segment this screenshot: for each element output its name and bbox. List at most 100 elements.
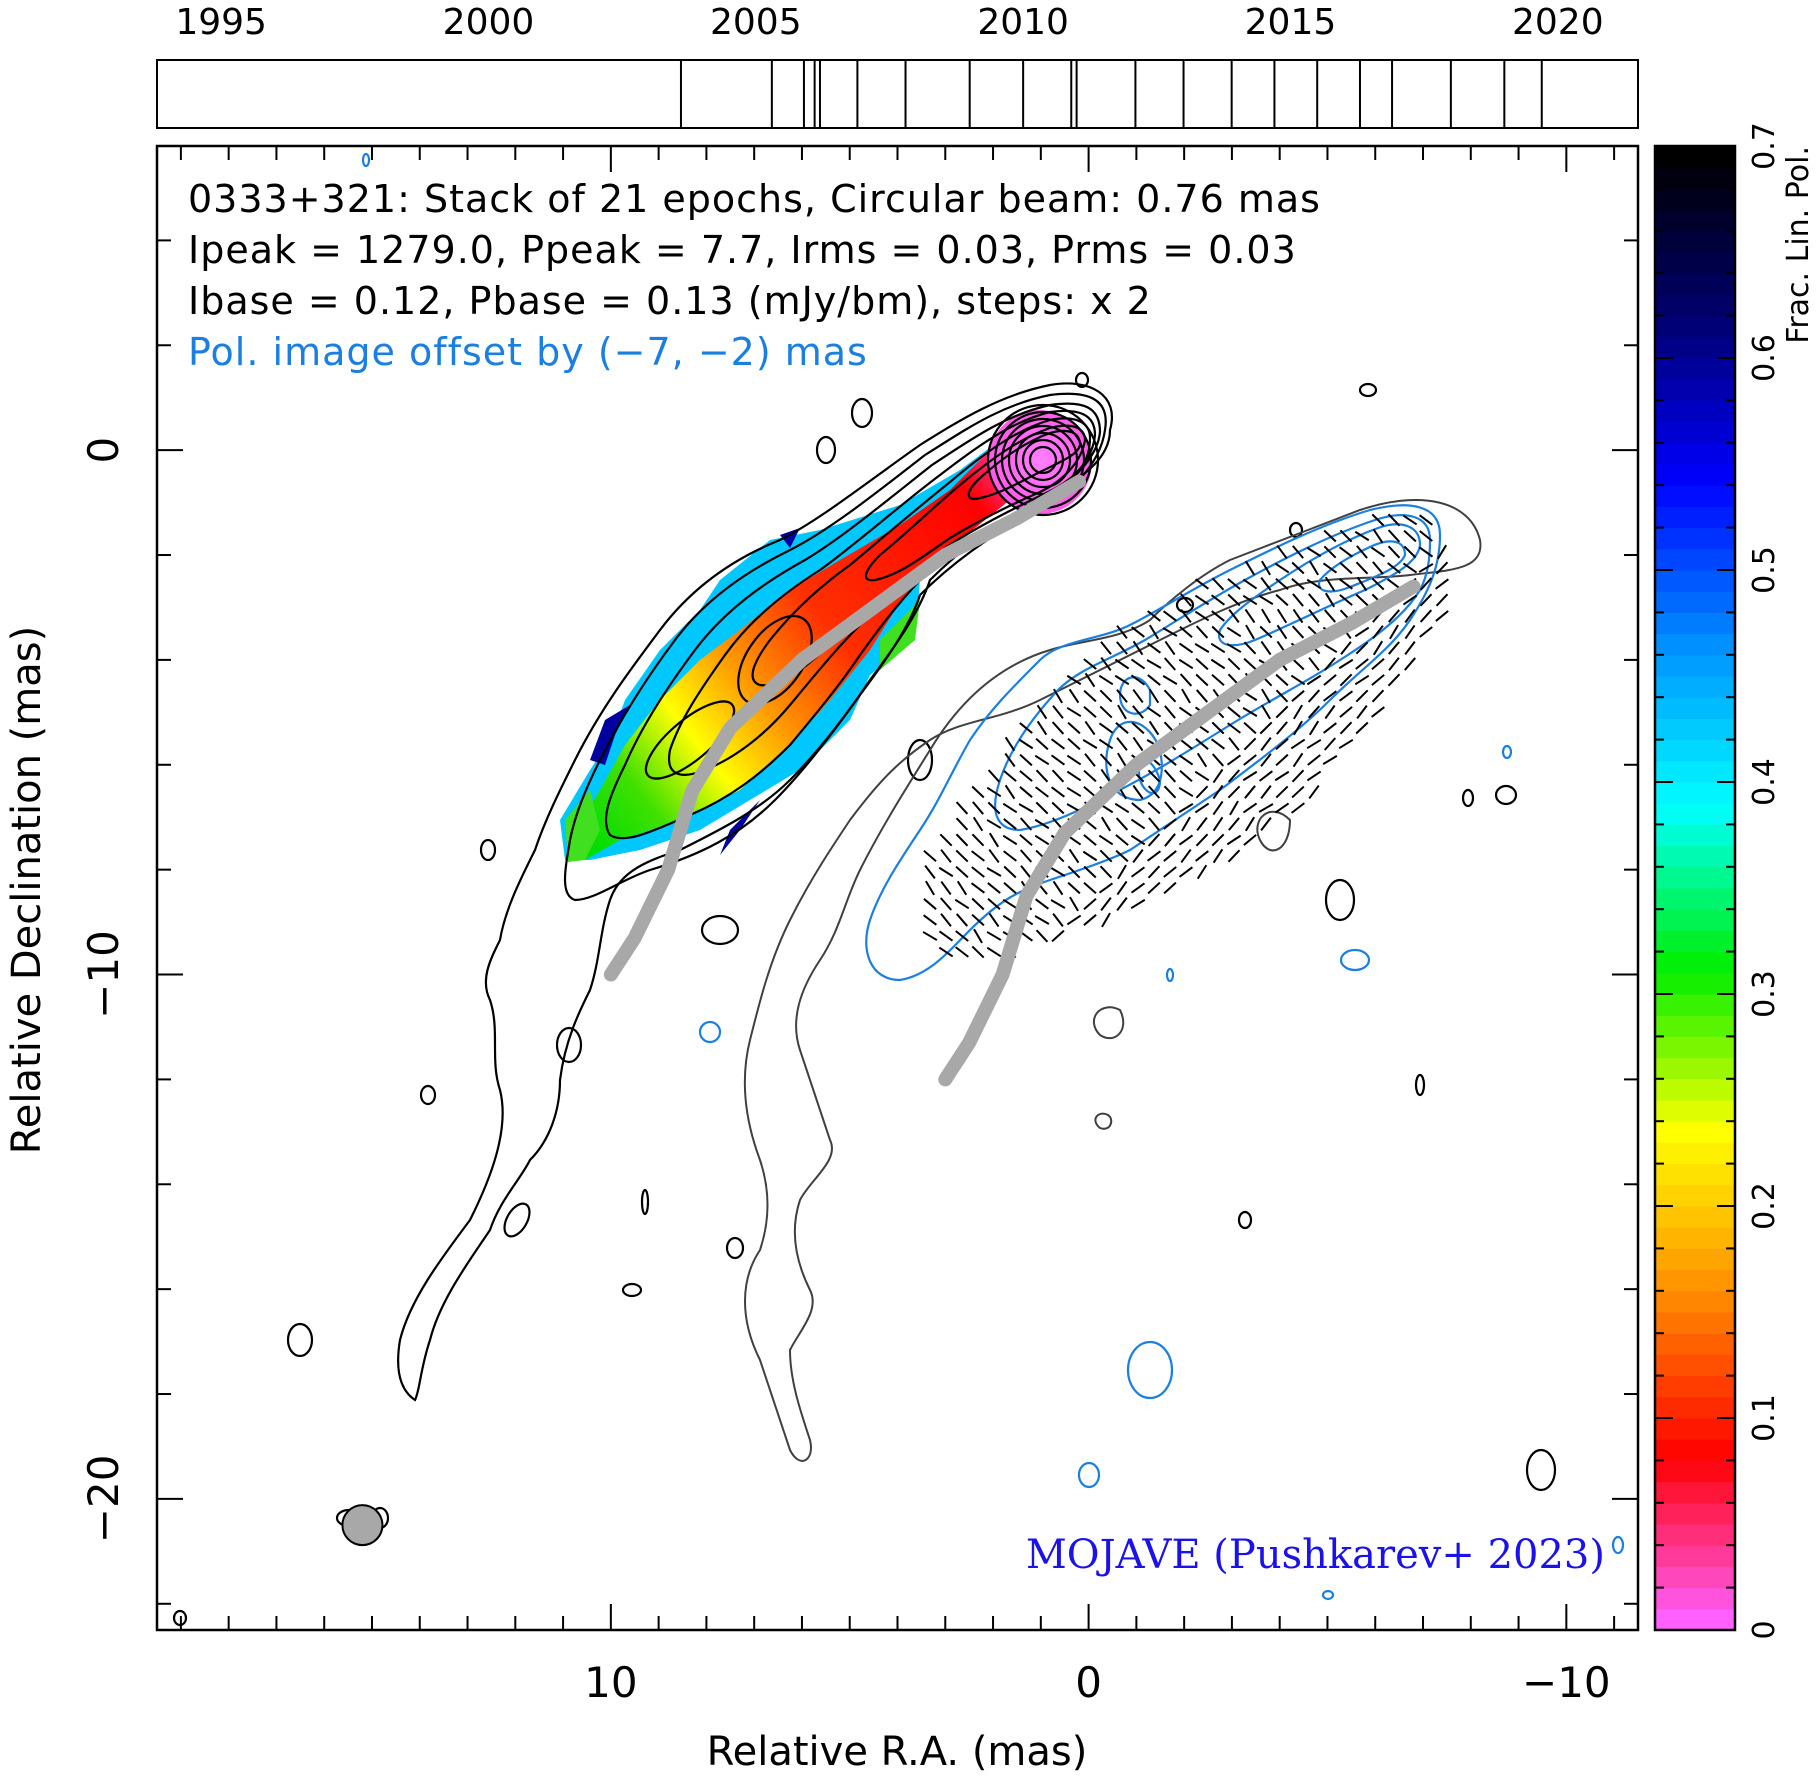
evpa-stick [1130,866,1146,878]
colorbar-step [1655,1163,1735,1186]
evpa-stick [1163,850,1177,862]
evpa-stick [1146,850,1162,862]
beam-ellipse [341,1504,384,1547]
evpa-stick [1258,803,1274,813]
evpa-stick [956,880,968,896]
evpa-stick [1195,850,1209,862]
evpa-stick [1276,608,1288,624]
evpa-stick [1099,849,1113,863]
evpa-stick [1290,674,1306,686]
evpa-stick [1403,529,1417,543]
evpa-stick [1291,578,1305,590]
colorbar-step [1655,548,1735,571]
evpa-stick [1181,688,1191,704]
colorbar-step [1655,1460,1735,1483]
evpa-stick [1356,545,1368,559]
colorbar-step [1655,1396,1735,1419]
colorbar-tick-label: 0.2 [1747,1182,1782,1230]
evpa-stick [1115,817,1129,831]
colorbar-step [1655,1290,1735,1313]
evpa-stick [1116,625,1128,639]
evpa-stick [1147,674,1161,686]
evpa-stick [1227,722,1241,734]
evpa-stick [955,849,969,863]
evpa-stick [1051,801,1065,815]
evpa-stick [1323,722,1337,734]
evpa-stick [1069,896,1079,912]
colorbar-step [1655,1227,1735,1249]
pol-offset-note: Pol. image offset by (−7, −2) mas [188,330,868,374]
evpa-stick [1163,785,1177,799]
evpa-stick [1211,753,1225,767]
evpa-stick [1228,737,1240,751]
evpa-stick [1387,578,1401,590]
evpa-stick [1308,720,1320,736]
evpa-stick [1339,561,1353,575]
evpa-stick [1388,641,1400,655]
evpa-stick [1132,640,1144,656]
evpa-stick [1306,770,1322,782]
colorbar-step [1655,336,1735,359]
y-tick-label: −10 [79,930,128,1019]
evpa-stick [1179,866,1193,878]
evpa-stick [1404,641,1416,655]
colorbar-step [1655,485,1735,507]
evpa-stick [1130,882,1146,894]
colorbar-step [1655,146,1735,168]
colorbar-step [1655,400,1735,423]
evpa-stick [1084,720,1096,736]
evpa-stick [1117,864,1127,880]
evpa-stick [1355,689,1369,703]
evpa-stick [1148,720,1160,736]
colorbar-step [1655,760,1735,783]
evpa-stick [1419,593,1433,607]
evpa-stick [1261,608,1271,624]
colorbar-step [1655,464,1735,486]
evpa-stick [1003,850,1017,862]
evpa-stick [1322,642,1338,654]
evpa-stick [1290,738,1306,750]
evpa-stick [1260,817,1272,831]
evpa-stick [1147,881,1161,895]
evpa-stick [987,801,1001,815]
evpa-stick [1082,739,1098,749]
ridgeline-offset [938,579,1421,1087]
evpa-stick [1148,624,1160,640]
evpa-stick [1132,736,1144,752]
colorbar-step [1655,951,1735,974]
evpa-stick [1418,546,1434,558]
evpa-stick [1163,657,1177,671]
evpa-stick [1003,865,1017,879]
evpa-stick [1275,673,1289,687]
evpa-stick [1117,752,1127,768]
evpa-stick [1211,833,1225,847]
evpa-stick [1132,848,1144,864]
evpa-stick [1226,626,1242,638]
colorbar-step [1655,888,1735,910]
evpa-stick [924,865,936,879]
evpa-stick [1307,705,1321,719]
evpa-stick [1227,769,1241,783]
evpa-stick [1307,754,1321,766]
evpa-stick [1148,817,1160,831]
evpa-stick [1066,786,1082,798]
colorbar-step [1655,845,1735,868]
evpa-stick [986,931,1002,941]
evpa-stick [1291,802,1305,814]
evpa-stick [1196,864,1208,880]
colorbar-tick-label: 0 [1747,1620,1782,1639]
colorbar-step [1655,1439,1735,1461]
evpa-stick [1164,801,1176,815]
evpa-stick [1370,546,1386,558]
evpa-stick [923,850,937,862]
colorbar-step [1655,442,1735,465]
evpa-stick [1019,722,1033,734]
evpa-stick [1211,738,1225,750]
evpa-stick [1131,721,1145,735]
evpa-stick [1018,803,1034,813]
evpa-stick [1306,738,1322,750]
evpa-stick [1131,626,1145,638]
evpa-stick [1117,704,1127,720]
evpa-stick [1356,705,1368,719]
evpa-stick [1355,641,1369,655]
